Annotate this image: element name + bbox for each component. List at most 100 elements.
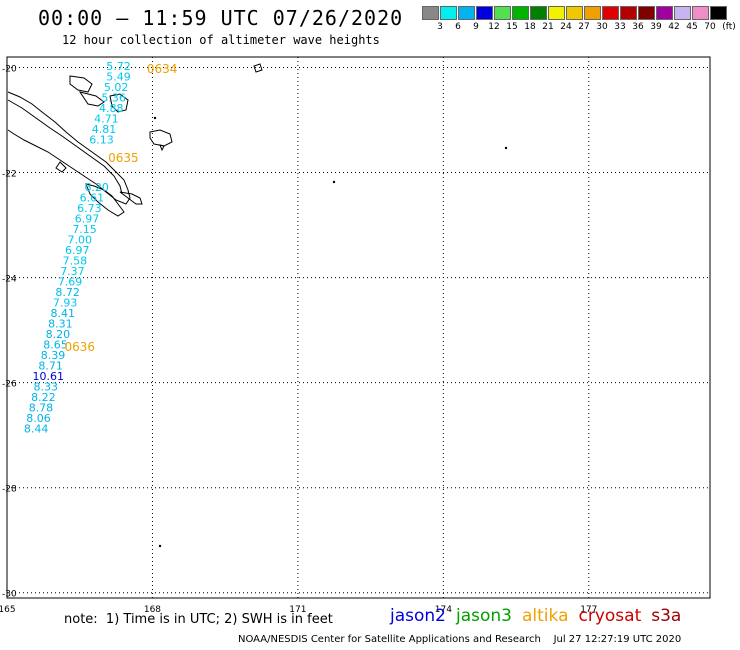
wave-height-label: 8.33 — [34, 381, 59, 394]
wave-height-label: 5.02 — [104, 81, 129, 94]
legend-label: 9 — [473, 22, 479, 32]
wave-height-label: 6.61 — [80, 191, 105, 204]
wave-height-label: 8.71 — [38, 360, 63, 373]
coastline — [109, 93, 129, 113]
wave-height-label: 5.36 — [101, 92, 126, 105]
wave-height-label: 7.15 — [72, 223, 97, 236]
wave-height-label: 6.97 — [75, 212, 100, 225]
wave-height-label: 4.88 — [99, 102, 124, 115]
legend-label: 33 — [614, 22, 626, 32]
legend-label: 36 — [632, 22, 644, 32]
lon-tick-label: 165 — [0, 605, 16, 615]
track-time-label: 0635 — [108, 151, 139, 165]
page-subtitle: 12 hour collection of altimeter wave hei… — [62, 33, 380, 47]
legend-swatch — [422, 6, 439, 20]
legend-swatch — [638, 6, 655, 20]
wave-height-label: 8.44 — [24, 423, 49, 436]
legend-swatch — [458, 6, 475, 20]
legend-swatch — [620, 6, 637, 20]
wave-height-label: 5.49 — [106, 71, 131, 84]
coastline — [119, 191, 143, 205]
legend-swatch — [566, 6, 583, 20]
legend-unit: (ft) — [722, 22, 736, 32]
wave-height-label: 8.20 — [46, 328, 71, 341]
page-title: 00:00 – 11:59 UTC 07/26/2020 — [38, 6, 404, 30]
coastline — [253, 63, 263, 73]
lat-tick-label: -22 — [2, 170, 17, 180]
wave-height-label: 7.37 — [60, 265, 85, 278]
wave-height-label: 8.41 — [51, 307, 76, 320]
island-dot — [158, 544, 162, 548]
legend-swatch — [692, 6, 709, 20]
track-time-label: 0634 — [147, 62, 178, 76]
wave-height-label: 10.61 — [32, 370, 64, 383]
coastline — [55, 161, 67, 173]
wave-height-label: 4.71 — [94, 113, 119, 126]
wave-height-label: 8.72 — [55, 286, 80, 299]
legend-label: 18 — [524, 22, 536, 32]
map-frame — [6, 56, 711, 599]
coastline — [149, 129, 173, 147]
wave-height-label: 4.81 — [92, 123, 117, 136]
lon-tick-label: 171 — [289, 605, 306, 615]
legend-label: 24 — [560, 22, 572, 32]
wave-height-label: 8.31 — [48, 318, 73, 331]
legend-swatch — [602, 6, 619, 20]
satellite-jason3: jason3 — [456, 606, 512, 626]
legend-label: 70 — [704, 22, 716, 32]
wave-height-label: 6.20 — [84, 181, 109, 194]
wave-height-label: 8.65 — [43, 339, 68, 352]
legend-label: 42 — [668, 22, 680, 32]
legend-swatch — [710, 6, 727, 20]
legend-label: 39 — [650, 22, 662, 32]
island-dot — [504, 146, 508, 150]
wave-height-label: 8.78 — [29, 402, 54, 415]
wave-height-label: 8.39 — [41, 349, 66, 362]
wave-height-label: 8.06 — [26, 412, 51, 425]
satellite-cryosat: cryosat — [578, 606, 642, 626]
coastline — [159, 144, 165, 152]
island-dot — [153, 116, 157, 120]
legend-swatch — [512, 6, 529, 20]
legend-label: 6 — [455, 22, 461, 32]
satellite-altika: altika — [522, 606, 569, 626]
lon-tick-label: 174 — [435, 605, 452, 615]
legend-swatch — [440, 6, 457, 20]
wave-height-label: 8.22 — [31, 391, 56, 404]
legend-swatches — [422, 6, 728, 20]
footer-note: note: 1) Time is in UTC; 2) SWH is in fe… — [64, 612, 333, 627]
color-legend: 3 6 9 12 15 18 21 24 27 30 33 36 39 42 45 70 (ft) — [422, 6, 736, 34]
legend-label: 12 — [488, 22, 500, 32]
coastline — [7, 99, 123, 195]
wave-height-label: 5.72 — [106, 60, 131, 73]
wave-height-label: 6.73 — [77, 202, 102, 215]
coastline — [78, 91, 105, 107]
legend-label: 21 — [542, 22, 554, 32]
lon-tick-label: 168 — [144, 605, 161, 615]
wave-height-label: 7.58 — [63, 254, 88, 267]
lat-tick-label: -24 — [2, 275, 17, 285]
wave-height-label: 6.13 — [89, 134, 114, 147]
coastline — [85, 183, 125, 217]
legend-swatch — [530, 6, 547, 20]
coastline — [69, 75, 93, 93]
lat-tick-label: -26 — [2, 380, 17, 390]
legend-swatch — [656, 6, 673, 20]
legend-label: 30 — [596, 22, 608, 32]
legend-labels: 3 6 9 12 15 18 21 24 27 30 33 36 39 42 45 70 (ft) — [422, 20, 736, 34]
coastline — [7, 91, 131, 205]
satellite-jason2: jason2 — [390, 606, 446, 626]
legend-swatch — [674, 6, 691, 20]
wave-height-label: 7.00 — [67, 233, 92, 246]
credit-line: NOAA/NESDIS Center for Satellite Applica… — [238, 634, 682, 645]
satellite-legend: jason2 jason3 altika cryosat s3a — [390, 606, 691, 626]
lat-tick-label: -20 — [2, 65, 17, 75]
legend-label: 15 — [506, 22, 518, 32]
wave-height-label: 7.93 — [53, 296, 78, 309]
legend-label: 3 — [437, 22, 443, 32]
legend-swatch — [494, 6, 511, 20]
wave-height-label: 6.97 — [65, 244, 90, 257]
legend-label: 45 — [686, 22, 698, 32]
lat-tick-label: -30 — [2, 590, 17, 600]
